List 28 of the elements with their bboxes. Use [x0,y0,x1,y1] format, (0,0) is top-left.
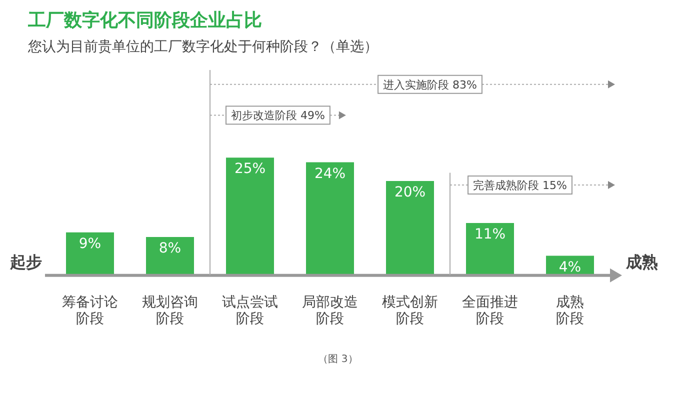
bar [146,237,194,274]
bar [226,158,274,274]
chart-title: 工厂数字化不同阶段企业占比 [28,9,263,32]
x-tick-label: 试点尝试阶段 [222,294,278,328]
bar [386,180,434,274]
x-tick-label: 成熟 阶段 [556,294,584,328]
text: 起步 [9,252,42,272]
data-label: 25% [234,161,266,178]
x-tick-label: 模式创新阶段 [382,294,438,328]
x-tick-label: 筹备讨论阶段 [62,294,118,328]
data-label: 24% [314,166,346,182]
annotation: 完善成熟阶段 15% [473,179,567,192]
text: 进入实施阶段 83% [383,78,477,92]
text: 成熟 [625,252,658,272]
data-label: 8% [158,240,182,257]
bar [466,223,514,274]
chart-subtitle: 您认为目前贵单位的工厂数字化处于何种阶段？（单选） [28,38,379,56]
text: （图 3） [317,353,359,366]
x-tick-label: 全面推进阶段 [462,294,518,328]
data-label: 11% [474,226,506,243]
data-label: 20% [394,184,426,201]
text: 初步改造阶段 49% [231,109,325,122]
data-label: 4% [558,259,582,276]
data-label: 9% [78,236,102,252]
x-tick-label: 局部改造阶段 [302,294,358,328]
x-tick-label: 规划咨询阶段 [142,294,198,328]
bar [306,162,354,274]
bar [66,232,114,274]
